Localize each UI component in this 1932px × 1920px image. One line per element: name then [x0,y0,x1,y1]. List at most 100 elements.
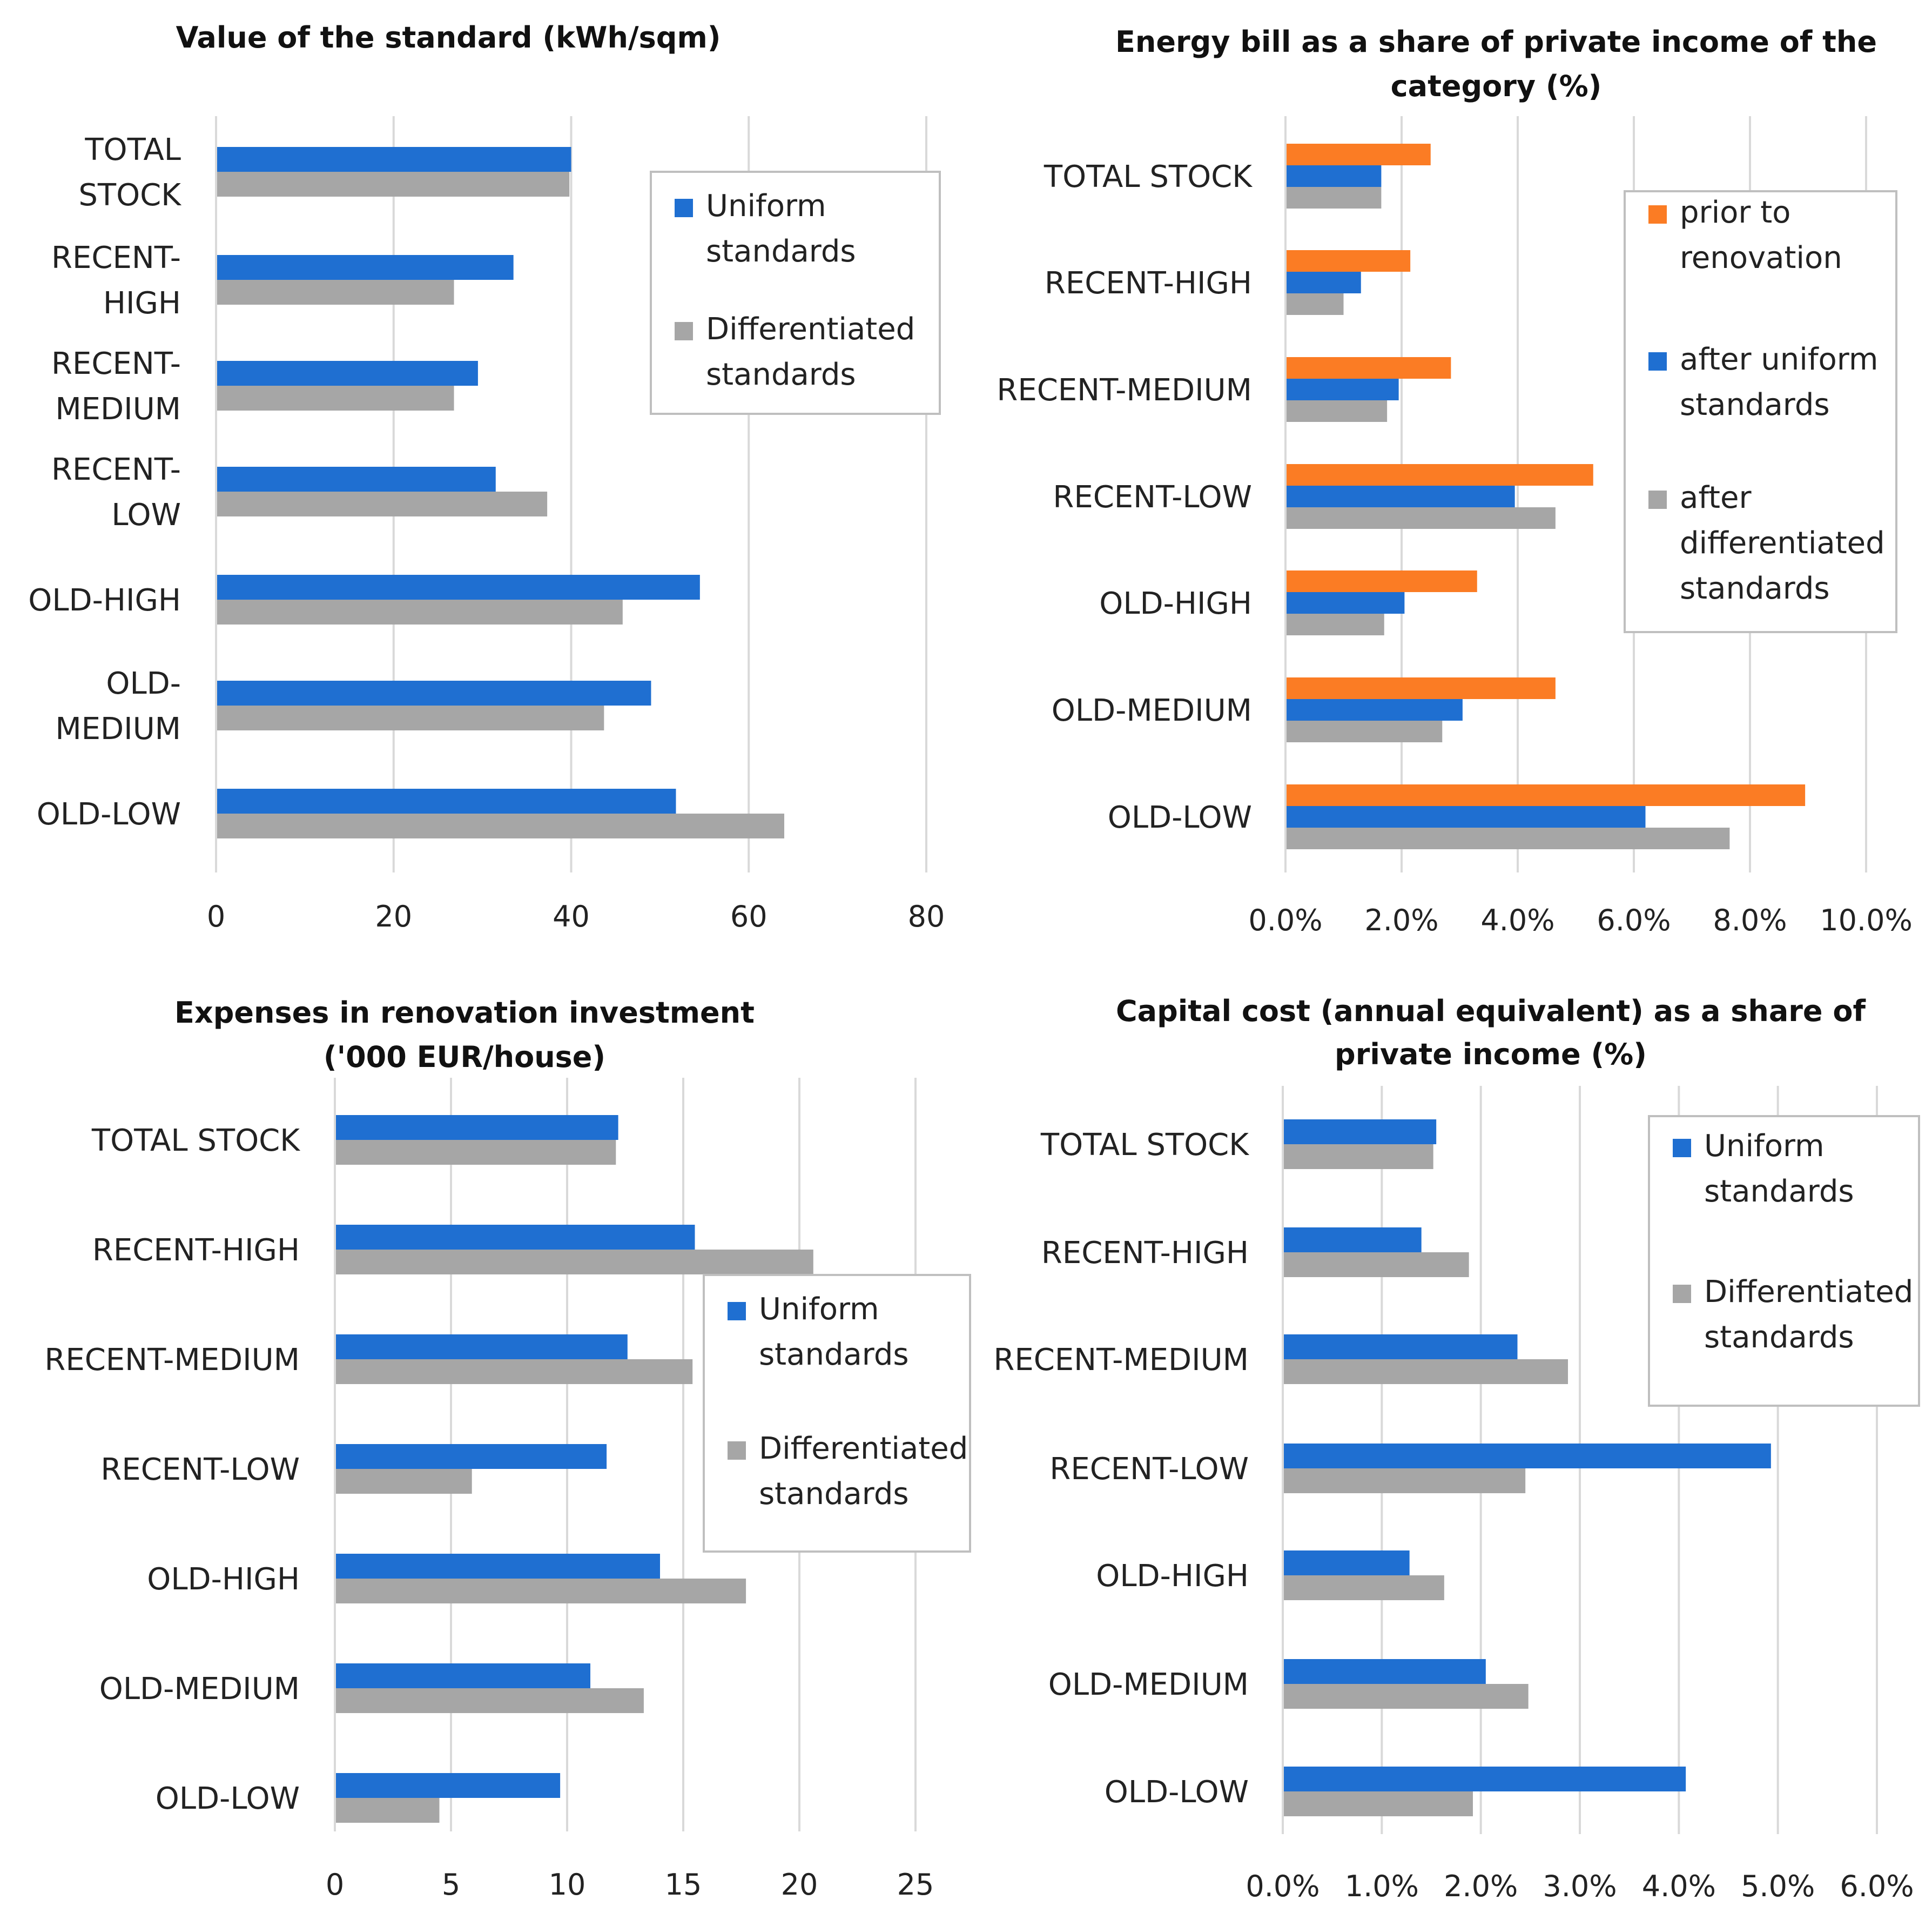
legend-swatch [1648,352,1667,371]
legend-swatch [675,322,693,340]
chart-title-line: Energy bill as a share of private income… [1115,25,1877,59]
legend-label: standards [1704,1320,1854,1355]
bar [1283,1119,1437,1144]
y-category-label: HIGH [103,286,181,321]
legend-box [703,1274,971,1553]
legend-label: after [1680,480,1752,515]
y-category-label: RECENT- [51,240,181,276]
legend-label: after uniform [1680,342,1878,377]
chart-panel-1: Value of the standard (kWh/sqm) 0 20 40 60 80… [28,21,945,934]
bar [1283,1252,1469,1277]
bar [1285,357,1451,379]
chart-title-line: Value of the standard (kWh/sqm) [176,21,721,55]
y-category-label: LOW [111,498,181,533]
legend-swatch [1648,491,1667,509]
x-tick-label: 10.0% [1820,903,1913,937]
bar [335,1554,660,1579]
y-category-label: RECENT-LOW [100,1452,300,1487]
x-tick-label: 6.0% [1597,903,1671,937]
bar [216,492,548,516]
y-category-label: TOTAL [84,132,181,167]
y-category-label: OLD- [106,666,181,701]
legend-label: Uniform [1704,1129,1825,1164]
y-category-label: OLD-HIGH [28,583,181,618]
legend-swatch [1673,1285,1691,1303]
legend-swatch [1648,205,1667,224]
bar [216,172,570,197]
bar [216,361,478,386]
bar [1283,1550,1410,1575]
bar [1285,828,1730,849]
bar [1285,592,1405,614]
bar [335,1579,746,1603]
bar [335,1688,644,1713]
legend-label: renovation [1680,240,1842,276]
bar [216,814,784,838]
legend-label: Differentiated [706,312,915,347]
y-category-label: OLD-LOW [1105,1775,1249,1810]
x-tick-label: 2.0% [1444,1869,1518,1903]
bar [1285,165,1382,187]
bar [1283,1659,1486,1684]
bar [335,1663,590,1688]
bar [216,600,623,625]
y-category-label: TOTAL STOCK [91,1123,300,1158]
bar [1285,486,1515,507]
bar [216,467,496,492]
bar [1283,1359,1568,1384]
bar [1283,1227,1422,1252]
legend: Uniform standards Differentiated standards [703,1274,971,1553]
legend-swatch [1673,1139,1691,1157]
x-tick-label: 0.0% [1246,1869,1320,1903]
bar [216,280,454,305]
y-category-label: STOCK [78,178,181,213]
bar [1285,570,1477,592]
legend-label: Uniform [759,1292,879,1327]
legend-label: Differentiated [1704,1274,1913,1310]
bar [1285,464,1593,486]
legend-label: standards [1680,571,1830,606]
x-tick-label: 6.0% [1840,1869,1914,1903]
bar [335,1444,607,1469]
bar [1283,1334,1518,1359]
chart-title-line: private income (%) [1335,1037,1647,1071]
bar [335,1773,561,1798]
y-category-label: RECENT- [51,346,181,381]
bar [1285,379,1399,400]
legend-box [1624,190,1897,633]
x-tick-label: 10 [549,1868,586,1902]
chart-panel-3: Expenses in renovation investment ('000 E… [44,996,971,1902]
y-category-label: RECENT-LOW [1049,1452,1249,1487]
bar [216,706,604,730]
bar [216,386,454,411]
x-tick-label: 8.0% [1713,903,1787,937]
y-category-label: OLD-LOW [37,797,181,832]
y-category-label: RECENT-HIGH [92,1233,300,1268]
bar [335,1115,618,1140]
y-category-label: OLD-LOW [156,1781,300,1816]
x-tick-label: 0.0% [1248,903,1322,937]
y-category-label: OLD-HIGH [147,1562,300,1597]
y-category-label: RECENT-HIGH [1045,266,1252,301]
legend: Uniform standards Differentiated standards [650,171,941,415]
bar [1285,806,1646,828]
x-tick-label: 0 [207,899,225,934]
y-category-label: OLD-MEDIUM [1052,693,1252,728]
chart-panel-4: Capital cost (annual equivalent) as a sh… [993,994,1920,1903]
y-category-label: RECENT-LOW [1053,480,1252,515]
bar [335,1469,472,1494]
bar [335,1334,628,1359]
x-tick-label: 20 [375,899,412,934]
legend-swatch [728,1302,746,1320]
bar [335,1798,440,1823]
legend-label: standards [759,1337,909,1372]
bar [335,1140,616,1165]
legend-box [1648,1115,1920,1407]
y-category-label: MEDIUM [55,392,181,427]
bar [1283,1468,1526,1493]
bar [1285,187,1382,209]
bar [1285,699,1463,721]
bar [335,1250,813,1274]
legend-label: standards [706,357,856,392]
y-category-label: RECENT-MEDIUM [993,1342,1249,1378]
